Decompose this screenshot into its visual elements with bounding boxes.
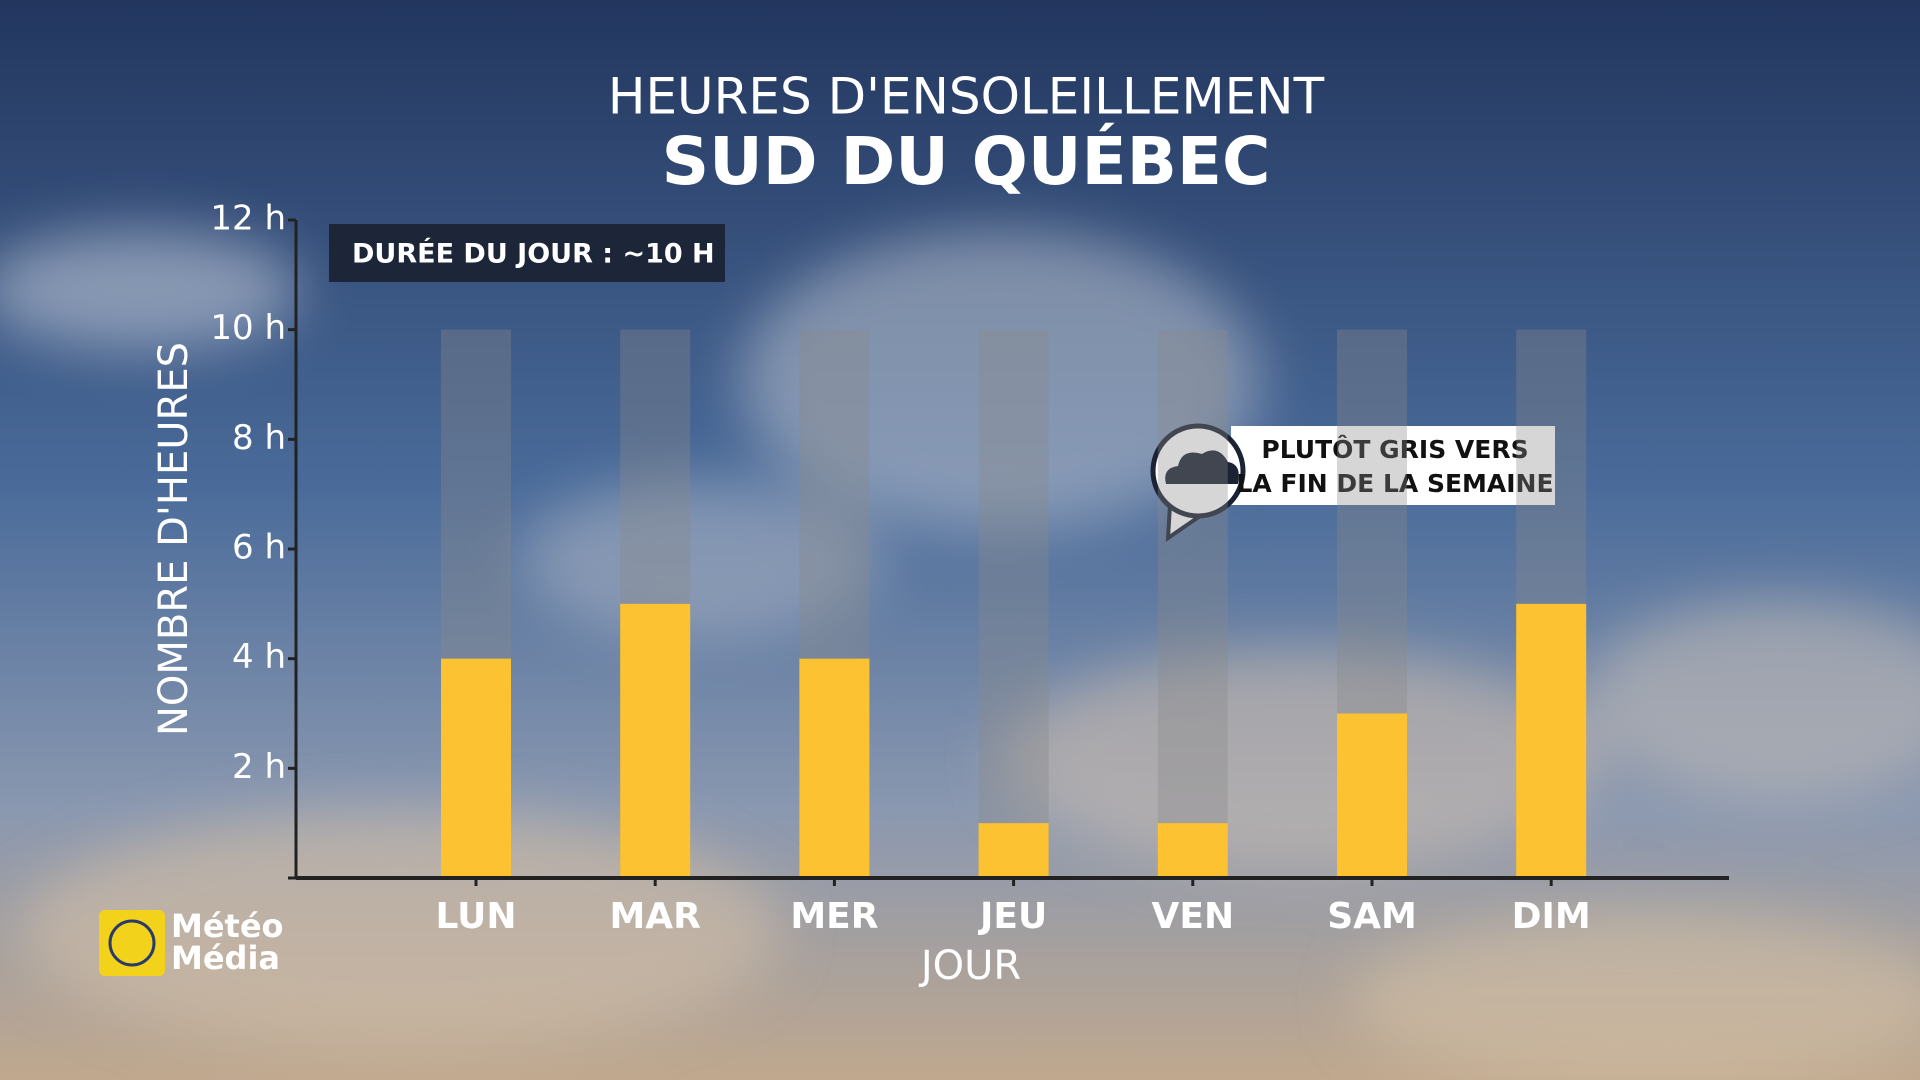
y-tick-label: 4 h [232, 637, 286, 677]
y-axis-label: NOMBRE D'HEURES [151, 342, 197, 736]
annotation: DURÉE DU JOUR : ~10 H [329, 224, 725, 282]
y-tick-label: 8 h [232, 418, 286, 458]
bar [1157, 823, 1228, 878]
callout-box [1231, 426, 1555, 505]
y-tick-label: 2 h [232, 747, 286, 787]
annotation-text: DURÉE DU JOUR : ~10 H [352, 238, 715, 270]
day-length-bar [1157, 329, 1228, 879]
bar [620, 603, 691, 878]
y-tick-label: 10 h [210, 308, 286, 348]
x-tick-label: VEN [1152, 896, 1235, 937]
bar [799, 658, 870, 878]
logo-globe [108, 919, 156, 967]
x-tick-label: MER [790, 896, 878, 937]
clouds [0, 230, 1920, 1080]
bar [441, 658, 511, 878]
bar [1516, 603, 1587, 878]
y-tick-label: 6 h [232, 528, 286, 568]
bar [978, 823, 1049, 878]
day-length-bar [978, 329, 1049, 879]
callout-text: LA FIN DE LA SEMAINE [1236, 469, 1553, 498]
bar [1337, 713, 1407, 878]
chart-title: HEURES D'ENSOLEILLEMENT [608, 68, 1325, 126]
callout: PLUTÔT GRIS VERS LA FIN DE LA SEMAINE [1150, 423, 1555, 542]
callout-text: PLUTÔT GRIS VERS [1261, 434, 1528, 464]
y-tick-label: 12 h [210, 199, 286, 239]
logo-text: Météo [171, 907, 284, 945]
x-tick-label: MAR [609, 896, 700, 937]
x-tick-label: SAM [1327, 896, 1417, 937]
x-tick-label: JEU [977, 896, 1047, 937]
annotation-box [329, 224, 725, 282]
x-axis-label: JOUR [918, 943, 1021, 989]
chart-subtitle: SUD DU QUÉBEC [662, 122, 1271, 200]
cloud-icon [1165, 450, 1239, 484]
logo: Météo Média [99, 907, 284, 977]
logo-text: Média [171, 939, 280, 977]
x-tick-label: LUN [435, 896, 516, 937]
x-tick-label: DIM [1512, 896, 1591, 937]
